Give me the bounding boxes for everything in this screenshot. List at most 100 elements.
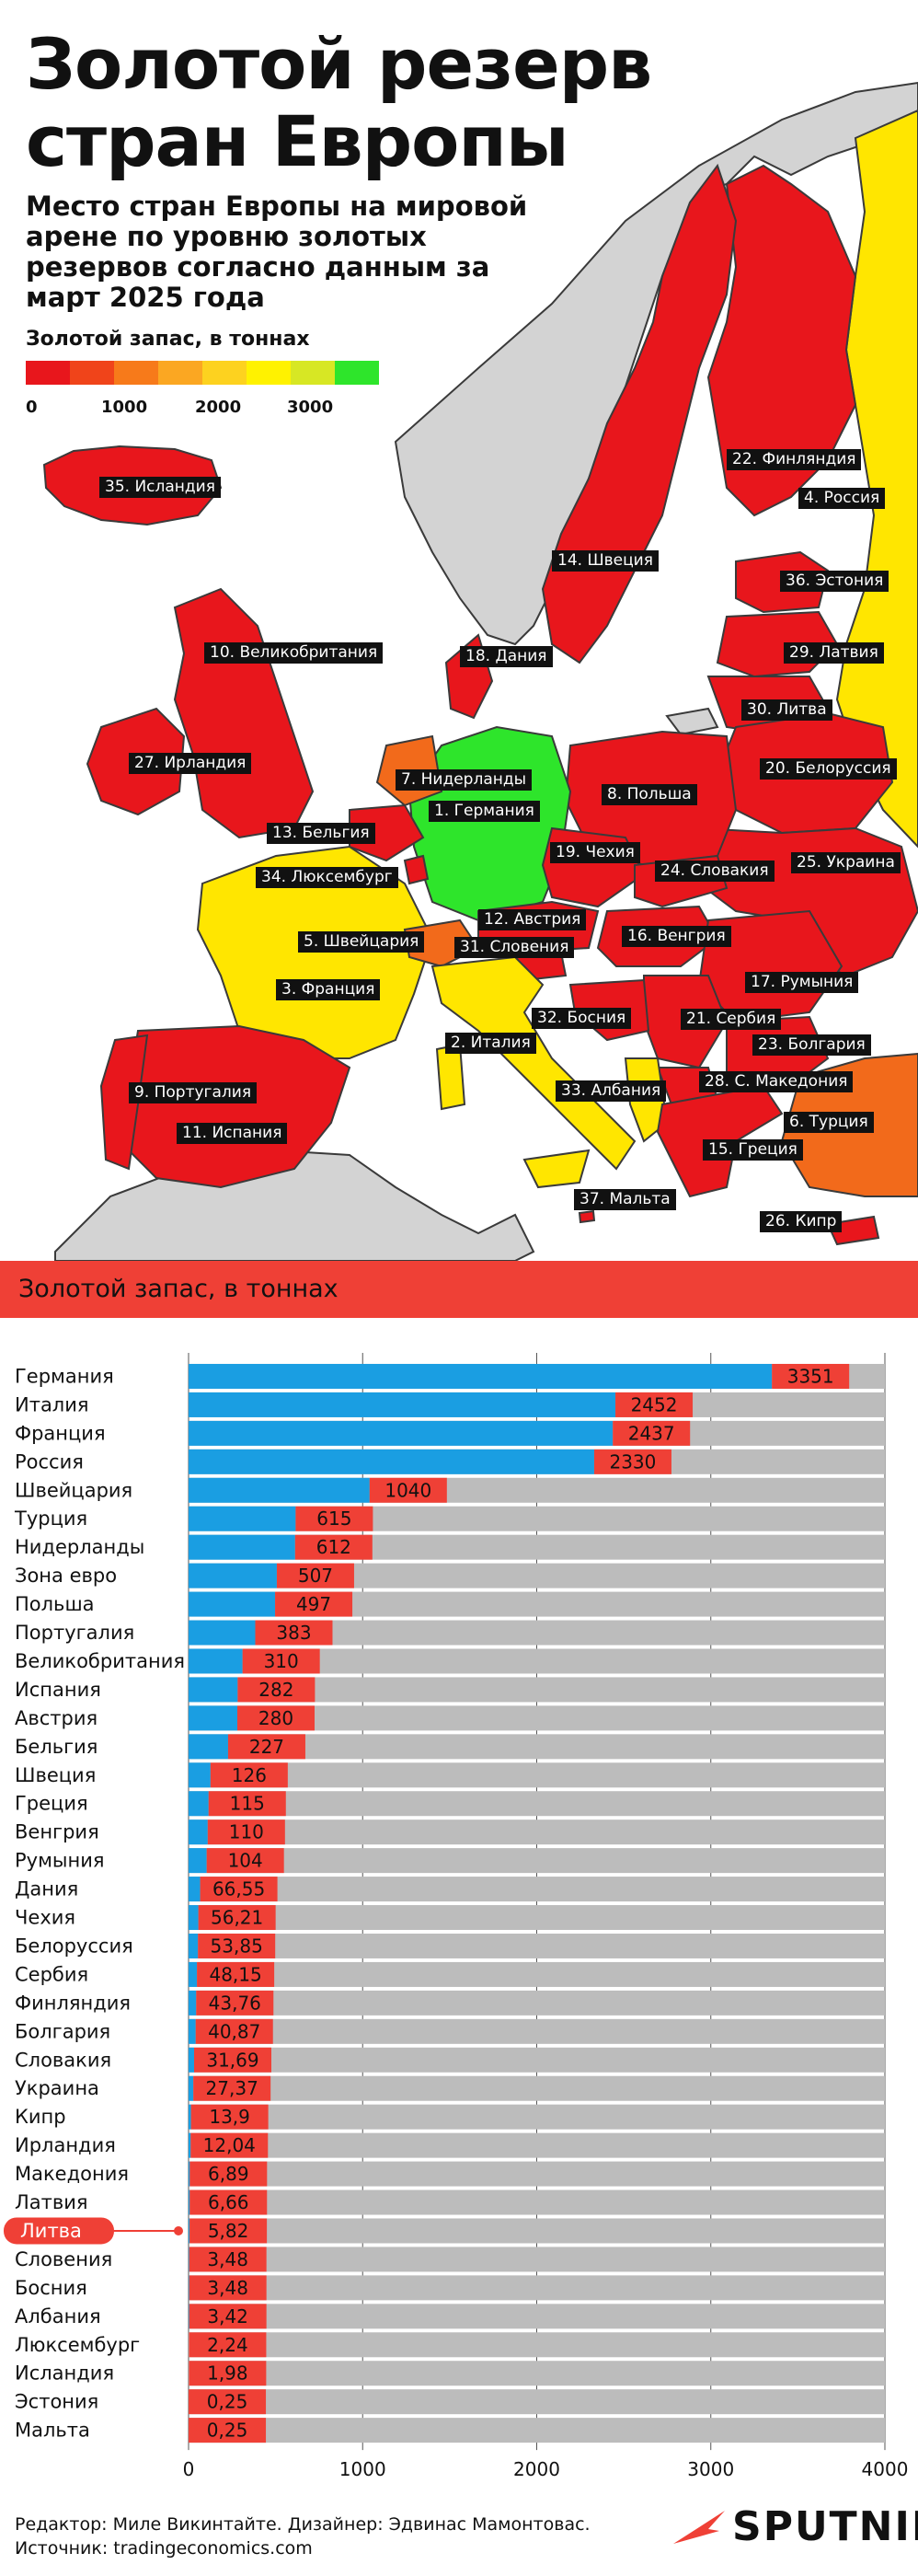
map-label: 24. Словакия (655, 861, 775, 882)
bar-track (189, 1933, 885, 1958)
bar-value-label: 66,55 (212, 1878, 265, 1900)
bar (189, 1534, 295, 1560)
bar-value-label: 0,25 (207, 2420, 248, 2442)
bar-track (189, 2018, 885, 2044)
category-label: Италия (15, 1393, 89, 1415)
bar-value-label: 3,48 (207, 2277, 248, 2299)
bar-track (189, 1877, 885, 1902)
scale-segment (158, 361, 202, 385)
highlight-dot (174, 2225, 183, 2235)
x-tick-label: 0 (183, 2458, 195, 2480)
category-label: Швеция (15, 1764, 96, 1786)
land-sweden (541, 163, 738, 664)
sputnik-logo: SPUTNIK (671, 2503, 918, 2550)
x-tick-label: 4000 (862, 2458, 909, 2480)
category-label: Люксембург (15, 2334, 140, 2356)
highlight-pill (4, 2217, 114, 2245)
bar-track (189, 1905, 885, 1931)
bar-value-label: 282 (258, 1679, 293, 1701)
bar-value-box (237, 1677, 316, 1703)
category-label: Финляндия (15, 1992, 131, 2014)
map-label: 7. Нидерланды (396, 769, 533, 791)
bar-track (189, 2132, 885, 2158)
bar-value-label: 5,82 (208, 2220, 249, 2242)
bar-track (189, 1762, 885, 1788)
land-sicily (522, 1149, 591, 1189)
scale-tick: 1000 (101, 398, 148, 417)
bar-value-label: 2,24 (207, 2334, 248, 2356)
bar-value-label: 227 (249, 1736, 284, 1758)
bar-value-label: 2330 (609, 1450, 656, 1473)
land-finland (706, 164, 857, 517)
map-label: 25. Украина (791, 852, 901, 873)
bar-value-label: 3351 (787, 1365, 834, 1387)
map-label: 3. Франция (276, 979, 381, 1000)
map-label: 12. Австрия (478, 909, 587, 930)
bar-value-box (190, 2104, 269, 2130)
bar (189, 1905, 199, 1931)
bar-value-box (190, 2132, 269, 2158)
bar-value-box (189, 2275, 267, 2301)
map-label: 10. Великобритания (204, 642, 384, 664)
map-label: 36. Эстония (780, 571, 889, 592)
bar-value-label: 612 (316, 1536, 351, 1558)
bar (189, 1791, 209, 1817)
map-label: 22. Финляндия (727, 449, 862, 470)
bar-value-box (208, 1791, 286, 1817)
bar (189, 1392, 616, 1417)
bar-value-label: 31,69 (206, 2049, 258, 2071)
bar-value-label: 0,25 (207, 2391, 248, 2413)
category-label: Украина (15, 2077, 99, 2099)
scale-tick: 0 (26, 398, 38, 417)
map-label: 26. Кипр (760, 1211, 843, 1232)
category-label: Швейцария (15, 1479, 132, 1501)
bar (189, 1563, 277, 1588)
bar (189, 2018, 196, 2044)
bar (189, 1705, 237, 1731)
bar (189, 1933, 199, 1958)
bar-value-box (295, 1506, 373, 1531)
scale-segment (247, 361, 291, 385)
bar-track (189, 1791, 885, 1817)
map-label: 6. Турция (784, 1112, 874, 1133)
bar-value-box (369, 1477, 447, 1503)
bar-value-label: 383 (276, 1622, 311, 1644)
bar-value-box (198, 1905, 276, 1931)
bar-value-box (593, 1449, 671, 1474)
bar-value-box (189, 2418, 267, 2443)
bar-track (189, 2047, 885, 2073)
bar-value-label: 126 (232, 1764, 267, 1786)
bar (189, 1677, 238, 1703)
map-label: 16. Венгрия (622, 926, 731, 947)
category-label: Болгария (15, 2020, 110, 2042)
category-label: Франция (15, 1422, 106, 1444)
bar-value-box (189, 2189, 268, 2215)
bar-track (189, 2304, 885, 2329)
bar (189, 1648, 243, 1674)
map-label: 13. Бельгия (267, 823, 375, 844)
bar (189, 1506, 296, 1531)
sputnik-logo-icon (673, 2510, 725, 2544)
scale-segment (335, 361, 379, 385)
bar-value-label: 53,85 (211, 1935, 263, 1957)
scale-segment (202, 361, 247, 385)
bar-value-box (613, 1420, 691, 1446)
bar-value-box (197, 1961, 275, 1987)
map-label: 9. Португалия (129, 1082, 258, 1103)
bar-value-label: 110 (229, 1821, 264, 1843)
bar-value-label: 280 (258, 1707, 293, 1729)
category-label: Босния (15, 2277, 87, 2299)
bar (189, 1477, 370, 1503)
bar (189, 1620, 256, 1646)
bar-value-box (227, 1734, 305, 1760)
bar-value-label: 6,66 (208, 2191, 249, 2213)
bar-value-label: 615 (316, 1507, 351, 1530)
map-label: 1. Германия (429, 801, 540, 822)
land-kaliningrad-gray (665, 707, 719, 736)
bar-value-label: 1040 (384, 1479, 431, 1501)
map-label: 11. Испания (177, 1123, 288, 1144)
bar-value-box (189, 2361, 267, 2386)
bar (189, 1591, 276, 1617)
map-label: 8. Польша (602, 784, 697, 805)
map-label: 29. Латвия (784, 642, 884, 664)
